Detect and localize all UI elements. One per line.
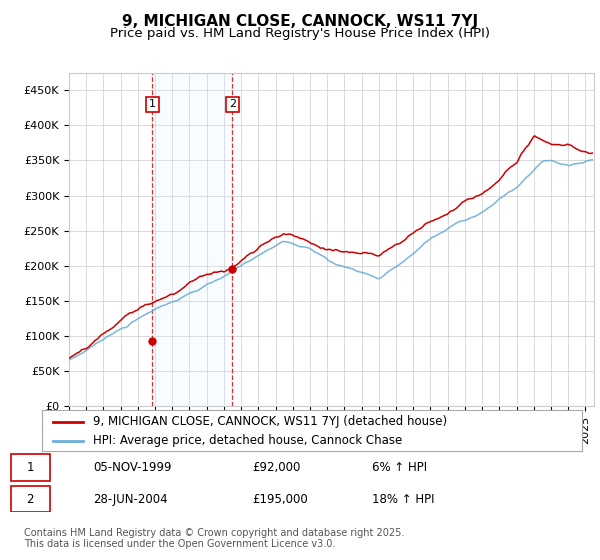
Text: 28-JUN-2004: 28-JUN-2004 xyxy=(93,493,167,506)
Text: 1: 1 xyxy=(149,99,156,109)
Text: Price paid vs. HM Land Registry's House Price Index (HPI): Price paid vs. HM Land Registry's House … xyxy=(110,27,490,40)
FancyBboxPatch shape xyxy=(11,486,49,512)
Text: 05-NOV-1999: 05-NOV-1999 xyxy=(93,461,172,474)
Text: 18% ↑ HPI: 18% ↑ HPI xyxy=(372,493,434,506)
Text: 2: 2 xyxy=(26,493,34,506)
Bar xyxy=(152,73,232,406)
Text: £195,000: £195,000 xyxy=(252,493,308,506)
Text: 9, MICHIGAN CLOSE, CANNOCK, WS11 7YJ: 9, MICHIGAN CLOSE, CANNOCK, WS11 7YJ xyxy=(122,14,478,29)
Text: £92,000: £92,000 xyxy=(252,461,301,474)
Text: 2: 2 xyxy=(229,99,236,109)
Text: 9, MICHIGAN CLOSE, CANNOCK, WS11 7YJ (detached house): 9, MICHIGAN CLOSE, CANNOCK, WS11 7YJ (de… xyxy=(94,416,448,428)
Text: 1: 1 xyxy=(26,461,34,474)
Text: 6% ↑ HPI: 6% ↑ HPI xyxy=(372,461,427,474)
Text: Contains HM Land Registry data © Crown copyright and database right 2025.
This d: Contains HM Land Registry data © Crown c… xyxy=(24,528,404,549)
Text: HPI: Average price, detached house, Cannock Chase: HPI: Average price, detached house, Cann… xyxy=(94,434,403,447)
FancyBboxPatch shape xyxy=(11,454,49,481)
